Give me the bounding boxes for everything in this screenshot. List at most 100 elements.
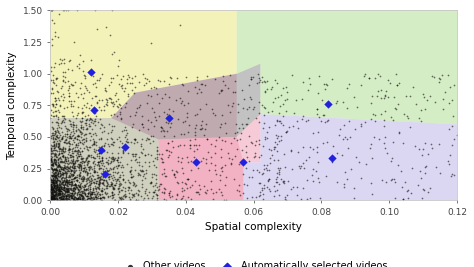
Point [49, 162, 57, 167]
Point [283, 128, 291, 133]
Point [156, 79, 164, 84]
Point [56, 198, 64, 202]
Point [60, 198, 67, 202]
Point [73, 158, 81, 162]
Point [47, 157, 55, 162]
Point [221, 139, 228, 143]
Point [95, 183, 103, 187]
Point [92, 195, 100, 199]
Point [275, 193, 283, 197]
Point [50, 190, 58, 194]
Point [91, 123, 99, 128]
Point [86, 164, 93, 168]
Point [51, 129, 58, 133]
Point [89, 196, 96, 201]
Point [148, 105, 156, 110]
Point [403, 114, 410, 119]
Point [75, 188, 82, 192]
Point [47, 188, 55, 192]
Point [54, 170, 62, 175]
Point [59, 166, 66, 171]
Point [49, 176, 57, 180]
Point [74, 183, 82, 187]
Point [57, 195, 65, 199]
Point [51, 143, 58, 147]
Point [75, 128, 83, 132]
Point [176, 143, 184, 147]
Point [118, 86, 126, 91]
Point [280, 180, 288, 185]
Point [71, 176, 78, 180]
Point [97, 177, 104, 181]
Point [47, 182, 55, 187]
Point [174, 159, 182, 163]
Point [113, 166, 121, 170]
Point [51, 196, 59, 200]
Point [55, 162, 63, 166]
Point [147, 180, 155, 184]
Point [82, 179, 90, 183]
Point [164, 141, 172, 146]
Point [99, 195, 107, 199]
Point [79, 155, 86, 160]
Point [117, 116, 124, 120]
Point [58, 185, 66, 189]
Point [86, 116, 93, 120]
Point [55, 189, 62, 194]
Point [277, 121, 284, 125]
Point [52, 186, 59, 191]
Point [52, 168, 60, 172]
Point [52, 173, 59, 177]
Point [60, 197, 67, 201]
Point [262, 105, 269, 110]
Point [57, 86, 65, 90]
Point [104, 158, 112, 162]
Point [54, 169, 61, 174]
Point [68, 158, 75, 163]
Point [103, 181, 110, 186]
Point [78, 197, 85, 201]
Point [404, 188, 411, 193]
Point [89, 161, 97, 166]
Point [48, 149, 56, 153]
Point [88, 117, 95, 122]
Point [82, 165, 89, 169]
Point [60, 192, 68, 197]
Point [68, 174, 75, 178]
Point [47, 151, 55, 155]
Point [54, 174, 62, 178]
Point [380, 117, 387, 122]
Point [76, 140, 84, 144]
Polygon shape [159, 114, 260, 200]
Point [47, 196, 55, 200]
Point [84, 154, 92, 158]
Point [85, 90, 93, 95]
Point [256, 190, 264, 194]
Point [50, 195, 58, 200]
Point [96, 151, 103, 155]
Point [154, 195, 161, 200]
Point [192, 160, 200, 164]
Point [448, 124, 456, 128]
Point [279, 179, 287, 183]
Point [50, 198, 58, 202]
Point [64, 180, 71, 184]
Point [215, 187, 223, 191]
Point [80, 166, 88, 170]
Point [395, 81, 403, 85]
Point [57, 185, 65, 189]
Point [73, 64, 81, 68]
Point [63, 194, 70, 198]
Point [71, 182, 79, 186]
Point [90, 142, 98, 146]
Point [47, 196, 55, 200]
Point [49, 181, 56, 185]
Point [57, 166, 65, 171]
Point [185, 89, 192, 93]
Point [65, 94, 73, 99]
Point [60, 198, 68, 202]
Point [60, 188, 67, 193]
Point [91, 93, 99, 98]
Point [75, 185, 83, 190]
Point [50, 180, 57, 184]
